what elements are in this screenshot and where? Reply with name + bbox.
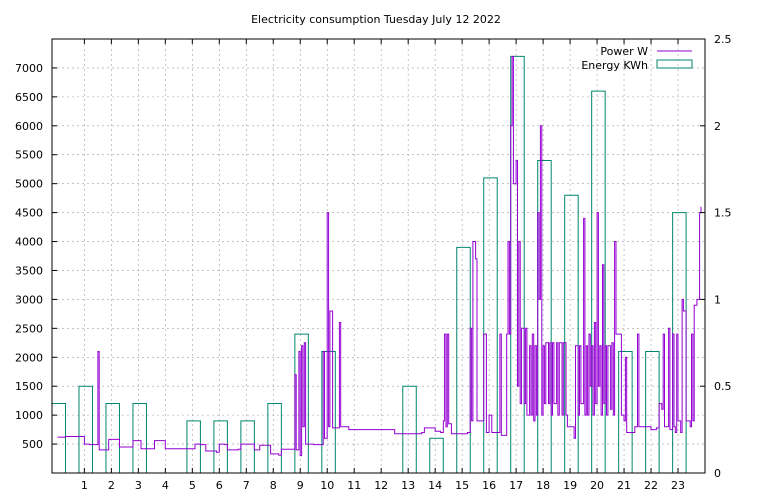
energy-bar bbox=[591, 90, 606, 473]
x-tick-label: 7 bbox=[243, 479, 250, 492]
legend-swatch-energy bbox=[656, 59, 693, 69]
x-tick-label: 19 bbox=[563, 479, 577, 492]
y-right-tick-label: 1.5 bbox=[714, 207, 732, 220]
x-tick-label: 4 bbox=[162, 479, 169, 492]
x-tick-label: 18 bbox=[536, 479, 550, 492]
x-tick-label: 17 bbox=[509, 479, 523, 492]
y-left-tick-label: 2500 bbox=[15, 322, 43, 335]
x-tick-label: 5 bbox=[189, 479, 196, 492]
y-left-tick-label: 2000 bbox=[15, 351, 43, 364]
y-right-tick-label: 0 bbox=[714, 467, 721, 480]
energy-bar bbox=[105, 403, 120, 473]
y-left-tick-label: 3000 bbox=[15, 293, 43, 306]
y-left-tick-label: 3500 bbox=[15, 264, 43, 277]
y-left-tick-label: 4500 bbox=[15, 207, 43, 220]
y-right-tick-label: 1 bbox=[714, 293, 721, 306]
y-left-tick-label: 6000 bbox=[15, 120, 43, 133]
x-tick-label: 3 bbox=[135, 479, 142, 492]
x-tick-label: 13 bbox=[401, 479, 415, 492]
axis-ticks: 1 2 3 4 5 6 7 8 9 10 11 12 13 14 15 16 17 18 19 20 21 22 23500… bbox=[15, 33, 732, 492]
energy-bar bbox=[78, 385, 93, 473]
y-left-tick-label: 1000 bbox=[15, 409, 43, 422]
y-left-tick-label: 500 bbox=[22, 438, 43, 451]
energy-bar bbox=[483, 177, 498, 473]
energy-bar bbox=[51, 403, 66, 473]
y-left-tick-label: 1500 bbox=[15, 380, 43, 393]
x-tick-label: 21 bbox=[617, 479, 631, 492]
energy-bar bbox=[240, 420, 255, 473]
legend-label-energy: Energy KWh bbox=[581, 59, 648, 72]
y-left-tick-label: 6500 bbox=[15, 91, 43, 104]
y-right-tick-label: 0.5 bbox=[714, 380, 732, 393]
x-tick-label: 23 bbox=[671, 479, 685, 492]
x-tick-label: 11 bbox=[347, 479, 361, 492]
y-left-tick-label: 5000 bbox=[15, 178, 43, 191]
energy-bar bbox=[456, 246, 471, 473]
x-tick-label: 12 bbox=[374, 479, 388, 492]
x-tick-label: 10 bbox=[320, 479, 334, 492]
energy-bar bbox=[267, 403, 282, 473]
x-tick-label: 2 bbox=[108, 479, 115, 492]
energy-bar bbox=[186, 420, 201, 473]
grid-lines bbox=[52, 39, 705, 473]
energy-series bbox=[51, 55, 687, 473]
x-tick-label: 15 bbox=[455, 479, 469, 492]
y-left-tick-label: 7000 bbox=[15, 62, 43, 75]
energy-bar bbox=[429, 437, 444, 473]
energy-bar bbox=[132, 403, 147, 473]
chart-title: Electricity consumption Tuesday July 12 … bbox=[251, 13, 501, 26]
legend: Power W Energy KWh bbox=[581, 45, 693, 72]
y-left-tick-label: 5500 bbox=[15, 149, 43, 162]
energy-bar bbox=[618, 350, 633, 473]
x-tick-label: 14 bbox=[428, 479, 442, 492]
energy-bar bbox=[537, 160, 552, 473]
legend-label-power: Power W bbox=[600, 45, 648, 58]
energy-bar bbox=[645, 350, 660, 473]
x-tick-label: 9 bbox=[297, 479, 304, 492]
x-tick-label: 1 bbox=[81, 479, 88, 492]
y-left-tick-label: 4000 bbox=[15, 236, 43, 249]
energy-bar bbox=[213, 420, 228, 473]
x-tick-label: 6 bbox=[216, 479, 223, 492]
x-tick-label: 8 bbox=[270, 479, 277, 492]
energy-bar bbox=[672, 212, 687, 473]
x-tick-label: 16 bbox=[482, 479, 496, 492]
y-right-tick-label: 2 bbox=[714, 120, 721, 133]
x-tick-label: 20 bbox=[590, 479, 604, 492]
energy-bar bbox=[402, 385, 417, 473]
power-series-line bbox=[57, 55, 702, 457]
energy-bar bbox=[564, 194, 579, 473]
y-right-tick-label: 2.5 bbox=[714, 33, 732, 46]
plot-frame bbox=[51, 38, 706, 474]
x-tick-label: 22 bbox=[644, 479, 658, 492]
